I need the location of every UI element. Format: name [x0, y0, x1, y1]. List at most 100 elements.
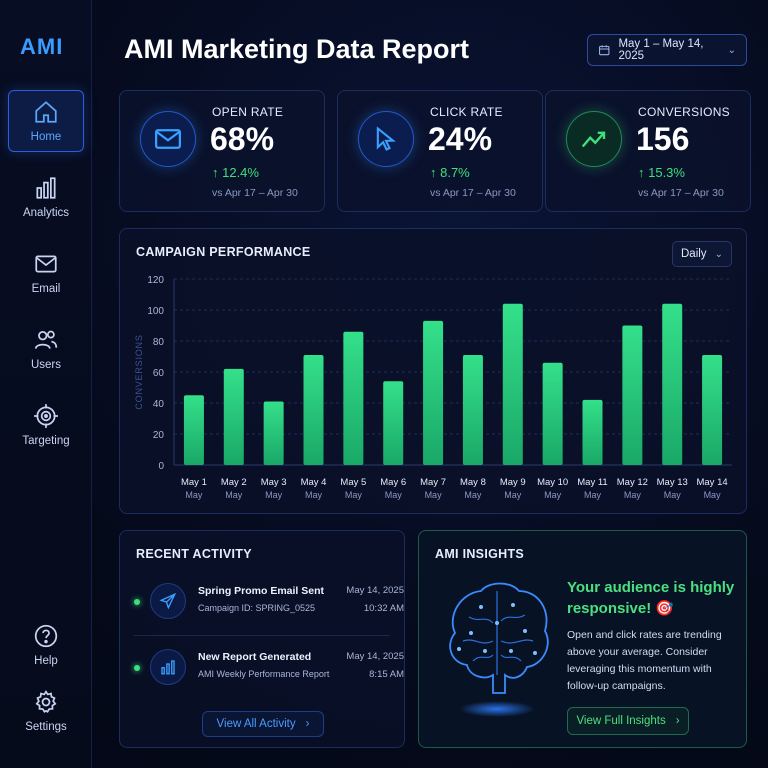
view-all-activity-button[interactable]: View All Activity ›: [202, 711, 324, 737]
x-tick-label: May 2: [221, 477, 247, 488]
activity-time: 8:15 AM: [369, 669, 404, 680]
activity-sub: AMI Weekly Performance Report: [198, 669, 330, 679]
page-title: AMI Marketing Data Report: [124, 34, 470, 64]
sidebar-item-label: Targeting: [22, 435, 70, 447]
logo: AMI: [20, 34, 64, 59]
interval-select[interactable]: Daily ⌄: [672, 241, 732, 267]
interval-label: Daily: [681, 248, 707, 260]
kpi-label: CLICK RATE: [430, 105, 503, 119]
sidebar: AMI Home Analytics Email Users Targeting…: [0, 0, 92, 768]
list-item[interactable]: Spring Promo Email Sent Campaign ID: SPR…: [134, 577, 404, 633]
kpi-label: CONVERSIONS: [638, 105, 730, 119]
x-tick-label: May 1: [181, 477, 207, 488]
sidebar-item-email[interactable]: Email: [8, 242, 84, 304]
chevron-down-icon: ⌄: [714, 248, 723, 260]
chart-bar: [423, 320, 444, 465]
kpi-value: 24%: [428, 121, 493, 157]
date-range-label: May 1 – May 14, 2025: [618, 38, 704, 62]
kpi-value: 156: [636, 121, 690, 157]
x-tick-sublabel: May: [225, 490, 243, 500]
y-tick-label: 20: [153, 430, 165, 441]
kpi-value: 68%: [210, 121, 275, 157]
x-tick-label: May 5: [340, 477, 366, 488]
kpi-delta: ↑ 12.4%: [212, 165, 259, 180]
kpi-compare: vs Apr 17 – Apr 30: [212, 187, 298, 199]
sidebar-item-users[interactable]: Users: [8, 318, 84, 380]
chart-bar: [662, 303, 683, 465]
kpi-card-conversions: CONVERSIONS 156 ↑ 15.3% vs Apr 17 – Apr …: [545, 90, 751, 212]
y-tick-label: 40: [153, 399, 165, 410]
x-tick-label: May 3: [261, 477, 287, 488]
sidebar-item-settings[interactable]: Settings: [8, 680, 84, 742]
cursor-icon: [358, 111, 414, 167]
x-tick-label: May 4: [301, 477, 327, 488]
x-tick-sublabel: May: [265, 490, 283, 500]
insights-body: Open and click rates are trending above …: [567, 629, 722, 692]
sidebar-item-label: Analytics: [22, 207, 70, 219]
status-dot: [134, 599, 140, 605]
campaign-performance-panel: CAMPAIGN PERFORMANCE Daily ⌄ 0 20 40 60 80 10…: [119, 228, 747, 514]
recent-activity-panel: RECENT ACTIVITY Spring Promo Email Sent …: [119, 530, 405, 748]
sidebar-item-analytics[interactable]: Analytics: [8, 166, 84, 228]
x-tick-label: May 12: [617, 477, 648, 488]
kpi-label: OPEN RATE: [212, 105, 284, 119]
sidebar-item-label: Users: [30, 359, 62, 371]
chart-bar: [263, 401, 284, 465]
kpi-card-open-rate: OPEN RATE 68% ↑ 12.4% vs Apr 17 – Apr 30: [119, 90, 325, 212]
chart-bar: [502, 303, 523, 465]
x-tick-label: May 10: [537, 477, 568, 488]
chart-bar: [303, 354, 324, 465]
x-tick-sublabel: May: [584, 490, 602, 500]
chart-bar: [383, 381, 404, 465]
date-range-picker[interactable]: May 1 – May 14, 2025 ⌄: [587, 34, 747, 66]
mail-icon: [140, 111, 196, 167]
sidebar-item-home[interactable]: Home: [8, 90, 84, 152]
x-tick-sublabel: May: [504, 490, 522, 500]
sidebar-item-label: Help: [34, 655, 58, 667]
kpi-delta: ↑ 8.7%: [430, 165, 470, 180]
panel-title: CAMPAIGN PERFORMANCE: [136, 245, 311, 259]
activity-date: May 14, 2025: [346, 585, 404, 596]
target-icon: [34, 404, 58, 428]
panel-title: AMI INSIGHTS: [435, 547, 525, 561]
home-icon: [35, 101, 57, 123]
chart-bar: [622, 325, 643, 465]
x-tick-sublabel: May: [385, 490, 403, 500]
x-tick-sublabel: May: [544, 490, 562, 500]
chart-bar: [223, 368, 244, 465]
x-tick-label: May 11: [577, 477, 607, 488]
kpi-compare: vs Apr 17 – Apr 30: [638, 187, 724, 199]
users-icon: [34, 330, 58, 349]
sidebar-item-help[interactable]: Help: [8, 614, 84, 676]
y-tick-label: 0: [158, 461, 164, 472]
panel-title: RECENT ACTIVITY: [136, 547, 252, 561]
sidebar-item-targeting[interactable]: Targeting: [8, 394, 84, 456]
x-tick-label: May 9: [500, 477, 526, 488]
x-tick-sublabel: May: [704, 490, 722, 500]
insights-headline: Your audience is highly responsive! 🎯: [567, 579, 735, 617]
list-item[interactable]: New Report Generated AMI Weekly Performa…: [134, 643, 404, 699]
chevron-right-icon: ›: [675, 715, 680, 727]
chart-bar: [183, 395, 204, 465]
sidebar-item-label: Email: [31, 283, 61, 295]
kpi-delta: ↑ 15.3%: [638, 165, 685, 180]
x-tick-sublabel: May: [305, 490, 323, 500]
bar-chart-icon: [150, 649, 186, 685]
view-full-insights-button[interactable]: View Full Insights ›: [567, 707, 689, 735]
activity-date: May 14, 2025: [346, 651, 404, 662]
send-icon: [150, 583, 186, 619]
kpi-card-click-rate: CLICK RATE 24% ↑ 8.7% vs Apr 17 – Apr 30: [337, 90, 543, 212]
activity-sub: Campaign ID: SPRING_0525: [198, 603, 316, 613]
chart-bar: [542, 362, 563, 465]
x-tick-label: May 14: [696, 477, 727, 488]
chevron-right-icon: ›: [305, 718, 310, 730]
x-tick-sublabel: May: [185, 490, 203, 500]
button-label: View All Activity: [216, 718, 296, 730]
trend-up-icon: [566, 111, 622, 167]
x-tick-sublabel: May: [464, 490, 482, 500]
calendar-icon: [599, 45, 610, 56]
x-tick-label: May 13: [657, 477, 688, 488]
mail-icon: [35, 255, 57, 273]
button-label: View Full Insights: [576, 715, 666, 727]
